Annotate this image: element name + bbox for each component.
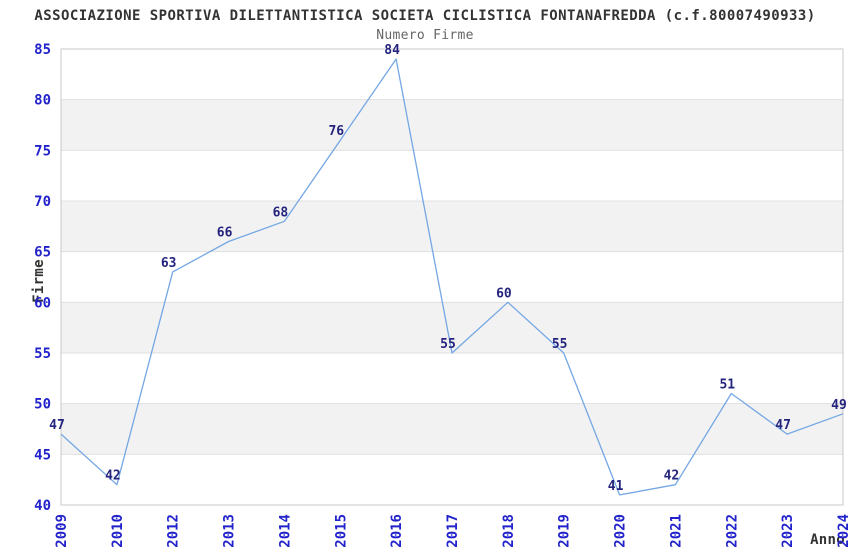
svg-text:2023: 2023 (780, 514, 796, 548)
x-axis-tick-labels: 2009 2010 2012 2013 2014 2015 2016 2017 2018 2019… (54, 514, 850, 548)
svg-text:51: 51 (719, 378, 735, 393)
chart-title: ASSOCIAZIONE SPORTIVA DILETTANTISTICA SO… (34, 8, 816, 24)
svg-text:2010: 2010 (110, 514, 126, 548)
svg-text:68: 68 (273, 205, 289, 220)
svg-text:47: 47 (49, 418, 65, 433)
svg-text:60: 60 (34, 295, 51, 311)
svg-text:63: 63 (161, 256, 177, 271)
svg-text:85: 85 (34, 42, 51, 58)
plot-border (60, 48, 844, 506)
chart-subtitle: Numero Firme (376, 28, 474, 43)
point-labels: 47 42 63 66 68 76 84 55 60 55 41 42 51 47 49 (49, 43, 847, 494)
svg-text:2013: 2013 (222, 514, 238, 548)
svg-text:42: 42 (664, 469, 680, 484)
svg-text:2024: 2024 (836, 514, 850, 548)
svg-text:41: 41 (608, 479, 624, 494)
y-axis-tick-labels: 40 45 50 55 60 65 70 75 80 85 (34, 42, 51, 514)
svg-text:84: 84 (384, 43, 400, 58)
svg-text:70: 70 (34, 194, 51, 210)
gridlines (61, 99, 843, 455)
svg-text:2022: 2022 (724, 514, 740, 548)
svg-text:76: 76 (328, 124, 344, 139)
svg-text:2021: 2021 (668, 514, 684, 548)
svg-text:49: 49 (831, 398, 847, 413)
svg-text:2014: 2014 (277, 514, 293, 548)
x-axis-title: Anno (810, 532, 845, 548)
svg-text:55: 55 (552, 337, 568, 352)
svg-text:2017: 2017 (445, 514, 461, 548)
svg-text:45: 45 (34, 447, 51, 463)
svg-text:66: 66 (217, 226, 233, 241)
svg-text:2016: 2016 (389, 514, 405, 548)
svg-text:75: 75 (34, 143, 51, 159)
svg-text:47: 47 (775, 418, 791, 433)
svg-text:2019: 2019 (557, 514, 573, 548)
svg-text:2009: 2009 (54, 514, 70, 548)
svg-text:80: 80 (34, 93, 51, 109)
svg-text:60: 60 (496, 286, 512, 301)
svg-text:2015: 2015 (333, 514, 349, 548)
series-line (60, 58, 844, 496)
svg-text:55: 55 (440, 337, 456, 352)
svg-text:55: 55 (34, 346, 51, 362)
background-bands (61, 99, 843, 455)
svg-text:42: 42 (105, 469, 121, 484)
svg-text:50: 50 (34, 397, 51, 413)
svg-text:40: 40 (34, 498, 51, 514)
svg-text:2020: 2020 (613, 514, 629, 548)
svg-text:2018: 2018 (501, 514, 517, 548)
svg-text:65: 65 (34, 245, 51, 261)
svg-text:2012: 2012 (166, 514, 182, 548)
